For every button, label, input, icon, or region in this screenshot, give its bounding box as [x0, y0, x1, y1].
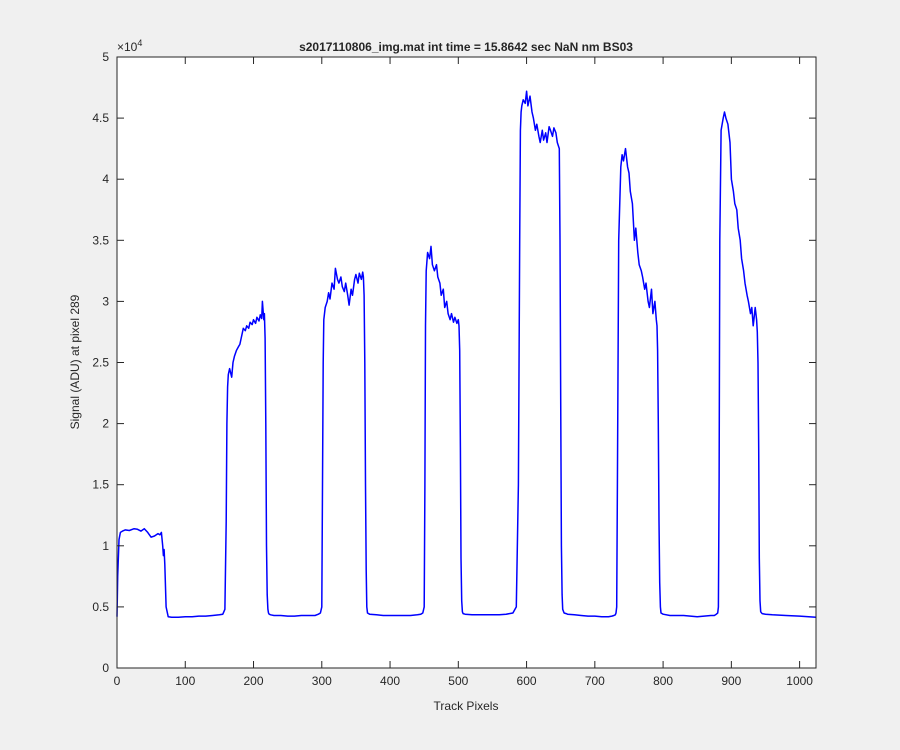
y-tick-label: 3	[102, 294, 109, 308]
x-axis: 0 100 200 300 400 500 600 700 800 900 1000	[114, 57, 813, 688]
x-axis-label: Track Pixels	[434, 699, 499, 713]
y-tick-label: 1.5	[92, 478, 109, 492]
y-tick-label: 3.5	[92, 233, 109, 247]
x-tick-label: 800	[653, 674, 673, 688]
x-tick-label: 400	[380, 674, 400, 688]
x-tick-label: 1000	[786, 674, 813, 688]
series-line	[116, 90, 817, 619]
y-axis-label: Signal (ADU) at pixel 289	[68, 294, 82, 429]
x-tick-label: 600	[517, 674, 537, 688]
y-tick-label: 2.5	[92, 356, 109, 370]
y-tick-label: 1	[102, 539, 109, 553]
line-layer	[116, 90, 817, 619]
x-tick-label: 300	[312, 674, 332, 688]
x-tick-label: 500	[448, 674, 468, 688]
y-tick-label: 4.5	[92, 111, 109, 125]
y-tick-label: 5	[102, 50, 109, 64]
y-tick-label: 0.5	[92, 600, 109, 614]
y-exponent-label: ×104	[117, 38, 142, 54]
y-tick-label: 2	[102, 417, 109, 431]
y-tick-label: 0	[102, 661, 109, 675]
x-tick-label: 900	[721, 674, 741, 688]
chart-title: s2017110806_img.mat int time = 15.8642 s…	[299, 40, 633, 54]
x-tick-label: 700	[585, 674, 605, 688]
x-tick-label: 100	[175, 674, 195, 688]
x-tick-label: 200	[244, 674, 264, 688]
y-axis: 0 0.5 1 1.5 2 2.5 3 3.5 4 4.5 5	[92, 50, 816, 675]
plot-area	[117, 57, 816, 668]
y-tick-label: 4	[102, 172, 109, 186]
x-tick-label: 0	[114, 674, 121, 688]
